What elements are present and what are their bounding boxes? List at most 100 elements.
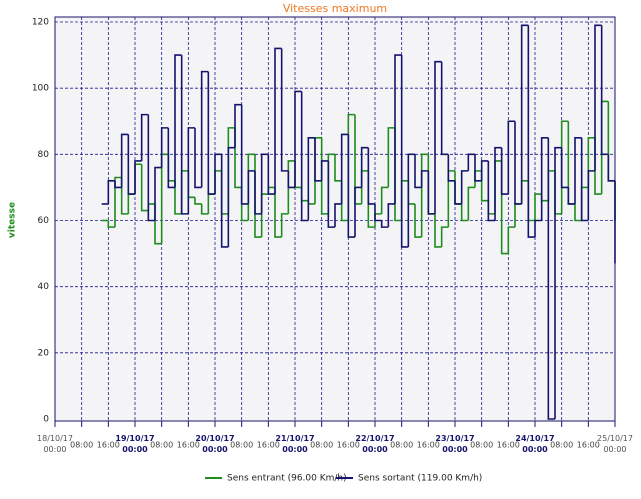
x-tick-label: 20/10/17 00:00	[195, 434, 234, 454]
step-segment	[480, 160, 489, 181]
y-tick-label: 80	[38, 150, 50, 160]
step-segment	[460, 170, 469, 204]
step-segment	[200, 203, 209, 215]
step-segment	[534, 193, 542, 221]
legend-label: Sens sortant (119.00 Km/h)	[358, 474, 482, 484]
step-segment	[467, 153, 475, 171]
step-segment	[380, 186, 389, 214]
step-segment	[420, 170, 429, 188]
step-segment	[280, 213, 289, 238]
step-segment	[194, 197, 202, 205]
step-segment	[380, 220, 389, 228]
step-segment	[560, 147, 569, 189]
step-segment	[514, 121, 522, 205]
step-segment	[287, 170, 295, 189]
step-segment	[140, 164, 149, 212]
step-segment	[574, 136, 582, 204]
step-segment	[367, 147, 375, 205]
step-segment	[214, 153, 222, 195]
step-segment	[387, 127, 395, 188]
step-segment	[414, 154, 422, 189]
step-segment	[114, 180, 122, 189]
step-segment	[534, 219, 542, 238]
x-tick-label: 08:00	[390, 441, 413, 450]
step-segment	[600, 25, 609, 156]
y-tick-label: 100	[32, 84, 49, 94]
step-segment	[107, 180, 115, 204]
x-tick-label: 16:00	[177, 441, 200, 450]
y-tick-label: 40	[38, 282, 50, 292]
step-segment	[227, 146, 235, 247]
step-segment	[154, 166, 162, 221]
step-segment	[120, 177, 129, 215]
x-tick-label: 25/10/17 00:00	[597, 434, 633, 454]
step-segment	[334, 154, 342, 182]
step-segment	[587, 170, 595, 221]
x-tick-label: 16:00	[577, 441, 600, 450]
step-segment	[140, 113, 149, 161]
step-segment	[234, 103, 242, 148]
x-tick-label: 19/10/17 00:00	[115, 434, 154, 454]
step-segment	[574, 203, 582, 222]
step-segment	[360, 146, 369, 188]
step-segment	[387, 203, 395, 228]
step-segment	[374, 203, 382, 222]
step-segment	[120, 133, 129, 188]
y-tick-label: 60	[38, 216, 50, 226]
step-segment	[274, 47, 282, 195]
step-segment	[240, 104, 249, 205]
step-segment	[127, 134, 135, 195]
step-segment	[114, 176, 122, 228]
step-segment	[294, 90, 302, 188]
x-tick-label: 08:00	[310, 441, 333, 450]
x-tick-label: 24/10/17 00:00	[515, 434, 554, 454]
step-segment	[454, 180, 462, 205]
step-segment	[507, 120, 515, 195]
step-segment	[607, 154, 615, 182]
step-segment	[200, 70, 209, 188]
y-tick-label: 0	[43, 415, 49, 425]
step-segment	[347, 134, 355, 238]
step-segment	[567, 187, 575, 205]
step-segment	[307, 136, 315, 221]
step-segment	[260, 153, 269, 214]
step-segment	[334, 203, 342, 228]
step-segment	[207, 71, 215, 195]
x-tick-label: 08:00	[230, 441, 253, 450]
step-segment	[474, 154, 482, 182]
step-segment	[300, 91, 309, 222]
y-tick-label: 120	[32, 18, 49, 28]
step-segment	[494, 146, 502, 221]
step-segment	[580, 137, 589, 222]
step-segment	[420, 153, 429, 238]
x-tick-label: 18/10/17 00:00	[37, 434, 73, 454]
x-tick-label: 22/10/17 00:00	[355, 434, 394, 454]
x-tick-label: 08:00	[150, 441, 173, 450]
step-segment	[287, 160, 295, 214]
step-segment	[527, 25, 535, 238]
x-tick-label: 16:00	[417, 441, 440, 450]
step-segment	[194, 127, 202, 189]
step-segment	[247, 170, 255, 204]
step-segment	[434, 213, 442, 248]
step-segment	[400, 55, 409, 248]
step-segment	[460, 203, 469, 222]
chart-title: Vitesses maximum	[283, 2, 387, 15]
x-tick-label: 08:00	[470, 441, 493, 450]
x-tick-label: 21/10/17 00:00	[275, 434, 314, 454]
y-tick-label: 20	[38, 348, 50, 358]
step-segment	[254, 170, 262, 215]
step-segment	[187, 127, 195, 214]
step-segment	[434, 60, 442, 214]
step-segment	[447, 154, 455, 182]
step-segment	[354, 186, 362, 238]
step-segment	[220, 154, 229, 248]
step-segment	[340, 133, 349, 204]
x-tick-label: 23/10/17 00:00	[435, 434, 474, 454]
step-segment	[414, 203, 422, 238]
y-axis-label: vitesse	[8, 202, 18, 238]
step-segment	[147, 114, 155, 222]
step-segment	[594, 24, 602, 171]
step-segment	[280, 48, 289, 172]
